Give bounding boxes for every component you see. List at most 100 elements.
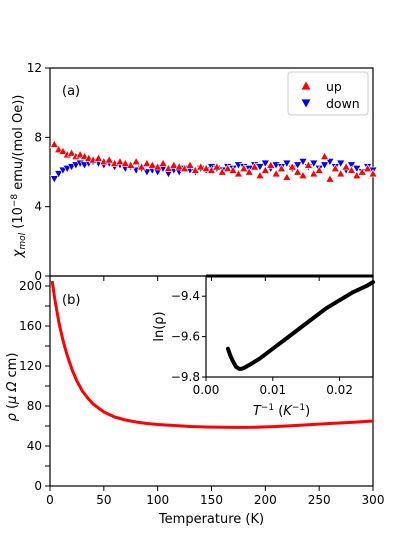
xtick-label-b: 300 — [362, 493, 385, 507]
up-marker — [368, 169, 378, 178]
resistivity-curve — [50, 280, 374, 429]
up-marker — [250, 162, 260, 171]
inset-xtick-label: 0.01 — [259, 383, 286, 397]
up-marker — [244, 167, 254, 176]
up-marker — [287, 162, 297, 171]
panel-b: 0 40 80 120 160 200 0 50 100 150 200 250 300 (b) — [19, 275, 385, 507]
inset-ytick-label: −9.8 — [171, 370, 200, 384]
ytick-label-b: 0 — [34, 479, 42, 493]
panel-label-a: (a) — [62, 84, 80, 99]
ytick-label-a: 12 — [27, 61, 42, 75]
inset-xlabel-end: ) — [305, 404, 310, 419]
down-marker — [260, 159, 270, 168]
inset-xlabel-k: K — [283, 404, 293, 419]
down-marker — [309, 159, 319, 168]
ylabel-b-open: ( — [5, 404, 20, 413]
up-marker — [93, 153, 103, 162]
up-marker — [346, 165, 356, 174]
inset-xlabel-mid: ( — [274, 404, 283, 419]
inset-ylabel: ln(ρ) — [152, 311, 167, 341]
xtick-label-b: 250 — [308, 493, 331, 507]
inset-xlabel-tsup: −1 — [261, 403, 274, 413]
ylabel-a-rest: emu/(mol Oe)) — [11, 95, 26, 194]
panel-a: 0 4 8 12 (a) up down — [27, 61, 378, 283]
axis-labels: χmol (10−8 emu/(mol Oe)) Temperature (K) ρ… — [5, 95, 264, 527]
legend-marker-down — [301, 99, 311, 108]
up-marker — [282, 172, 292, 181]
down-marker — [325, 158, 335, 167]
up-marker — [320, 151, 330, 160]
down-marker — [320, 161, 330, 170]
legend-label-up: up — [326, 79, 342, 94]
ytick-label-b: 200 — [19, 279, 42, 293]
ylabel-a-sub: mol — [18, 232, 28, 249]
down-marker — [336, 159, 346, 168]
inset-xlabel-t: T — [253, 404, 262, 419]
xtick-label-b: 200 — [254, 493, 277, 507]
panel-label-b: (b) — [62, 293, 80, 308]
legend-label-down: down — [326, 96, 360, 111]
xtick-label-b: 150 — [200, 493, 223, 507]
ytick-label-b: 160 — [19, 319, 42, 333]
up-marker — [330, 163, 340, 173]
up-marker — [233, 169, 243, 178]
up-marker — [158, 158, 168, 167]
ytick-label-b: 80 — [27, 399, 42, 413]
up-marker — [104, 155, 114, 164]
up-marker — [142, 158, 152, 167]
down-marker — [282, 159, 292, 168]
ytick-label-a: 0 — [34, 269, 42, 283]
up-marker — [255, 170, 265, 179]
ylabel-b-rho: ρ — [5, 412, 20, 421]
ylabel-b-mu: μ Ω — [5, 382, 20, 405]
ylabel-a-chi: χ — [11, 248, 26, 258]
ylabel-b-rest: cm) — [5, 353, 20, 382]
ylabel-a-sup: −8 — [10, 194, 20, 208]
inset-ytick-label: −9.6 — [171, 330, 200, 344]
inset-xlabel: T−1 (K−1) — [253, 403, 310, 419]
ytick-label-b: 40 — [27, 439, 42, 453]
up-marker — [298, 170, 308, 179]
up-marker — [363, 163, 373, 173]
up-marker — [341, 162, 351, 171]
down-marker — [142, 168, 152, 177]
ytick-label-a: 8 — [34, 130, 42, 144]
up-marker — [147, 160, 157, 169]
up-marker — [314, 165, 324, 174]
xtick-label-b: 50 — [96, 493, 111, 507]
legend: up down — [287, 71, 369, 116]
up-marker — [223, 163, 233, 173]
up-marker — [276, 163, 286, 173]
up-marker — [169, 160, 179, 169]
inset-xtick-label: 0.02 — [326, 383, 353, 397]
up-marker — [201, 163, 211, 173]
down-marker — [255, 163, 265, 172]
up-marker — [325, 174, 335, 183]
xlabel-b: Temperature (K) — [158, 512, 264, 527]
xtick-label-b: 0 — [46, 493, 54, 507]
up-marker — [185, 160, 195, 169]
ylabel-a-open: (10 — [11, 207, 26, 233]
up-marker — [266, 160, 276, 169]
up-marker — [49, 139, 59, 148]
up-marker — [196, 162, 206, 171]
inset-ytick-label: −9.4 — [171, 289, 200, 303]
inset-curve — [226, 280, 375, 371]
legend-box — [287, 71, 369, 116]
up-marker — [174, 162, 184, 171]
ylabel-b: ρ (μ Ω cm) — [5, 353, 20, 422]
down-marker — [293, 161, 303, 170]
ylabel-a: χmol (10−8 emu/(mol Oe)) — [10, 95, 28, 259]
inset-xtick-label: 0.00 — [193, 383, 220, 397]
up-marker — [336, 169, 346, 178]
up-marker — [260, 165, 270, 174]
up-marker — [303, 160, 313, 169]
up-marker — [67, 148, 77, 157]
up-marker — [120, 158, 130, 167]
inset-xlabel-ksup: −1 — [292, 403, 305, 413]
ytick-label-b: 120 — [19, 359, 42, 373]
up-marker — [228, 165, 238, 174]
